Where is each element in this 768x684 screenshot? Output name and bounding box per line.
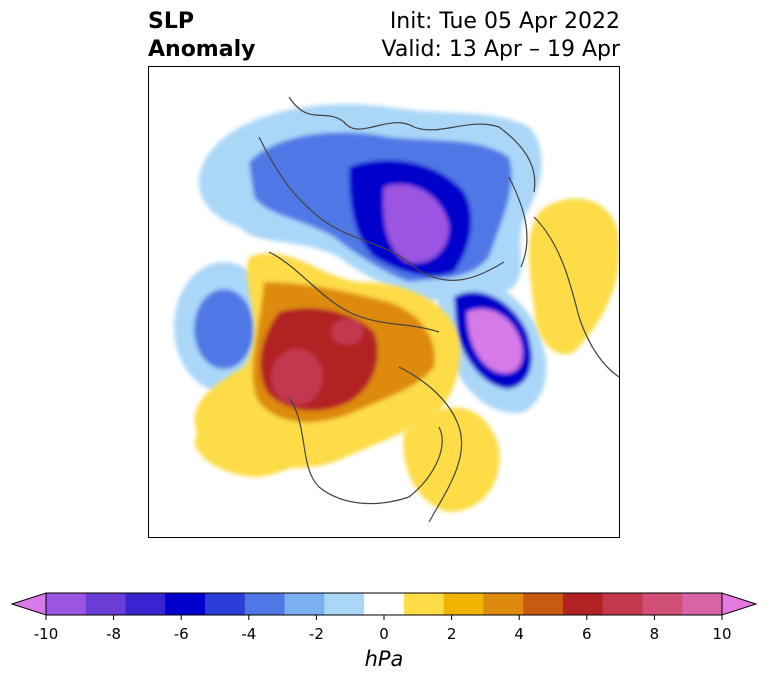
- negative-anomaly-atlantic: [437, 278, 547, 413]
- positive-anomaly-europe: [529, 198, 619, 355]
- colorbar-tick-label: -6: [174, 625, 189, 643]
- init-date: Init: Tue 05 Apr 2022: [389, 9, 620, 34]
- valid-range: Valid: 13 Apr – 19 Apr: [381, 37, 621, 62]
- positive-anomaly-namerica: [194, 406, 500, 512]
- colorbar-extend-low: [10, 592, 47, 616]
- positive-anomaly-bering: [194, 253, 460, 468]
- colorbar-segment: [602, 593, 643, 615]
- colorbar-segment: [46, 593, 87, 615]
- colorbar-segment: [443, 593, 484, 615]
- colorbar-graphic: -10 -8 -6 -4 -2 0 2 4 6 8 10 hPa: [10, 592, 758, 671]
- chart-title: SLP Anomaly: [148, 8, 255, 64]
- anomaly-map: [174, 96, 619, 523]
- coastlines: [258, 96, 619, 523]
- colorbar-unit-label: hPa: [365, 647, 404, 670]
- colorbar-segment: [642, 593, 683, 615]
- colorbar-segment: [165, 593, 206, 615]
- colorbar-segment: [324, 593, 365, 615]
- colorbar-segment: [562, 593, 604, 615]
- colorbar-tick-label: 6: [582, 625, 592, 643]
- colorbar-segment: [244, 593, 286, 615]
- negative-anomaly-siberia: [198, 104, 542, 302]
- colorbar-tick-label: 2: [447, 625, 457, 643]
- map-panel: [148, 66, 620, 538]
- colorbar-tick-label: 10: [712, 625, 731, 643]
- colorbar-segment: [403, 593, 445, 615]
- colorbar-tick-label: 4: [514, 625, 524, 643]
- chart-dates: Init: Tue 05 Apr 2022 Valid: 13 Apr – 19…: [382, 8, 621, 64]
- colorbar-extend-high: [721, 592, 758, 616]
- colorbar-segment: [364, 593, 405, 615]
- colorbar-tick-label: -10: [34, 625, 59, 643]
- colorbar-segment: [682, 593, 723, 615]
- colorbar-tick-label: -4: [241, 625, 256, 643]
- colorbar-segment: [85, 593, 127, 615]
- colorbar-segment: [284, 593, 325, 615]
- colorbar-tick-label: 0: [379, 625, 389, 643]
- colorbar-segment: [523, 593, 564, 615]
- title-line-2: Anomaly: [148, 37, 256, 62]
- colorbar-segment: [205, 593, 246, 615]
- title-line-1: SLP: [148, 9, 194, 34]
- colorbar-segment: [125, 593, 166, 615]
- colorbar-tick-label: -2: [309, 625, 324, 643]
- colorbar-tick-label: 8: [650, 625, 660, 643]
- colorbar: -10 -8 -6 -4 -2 0 2 4 6 8 10 hPa: [0, 580, 768, 671]
- colorbar-tick-label: -8: [106, 625, 121, 643]
- colorbar-segment: [483, 593, 524, 615]
